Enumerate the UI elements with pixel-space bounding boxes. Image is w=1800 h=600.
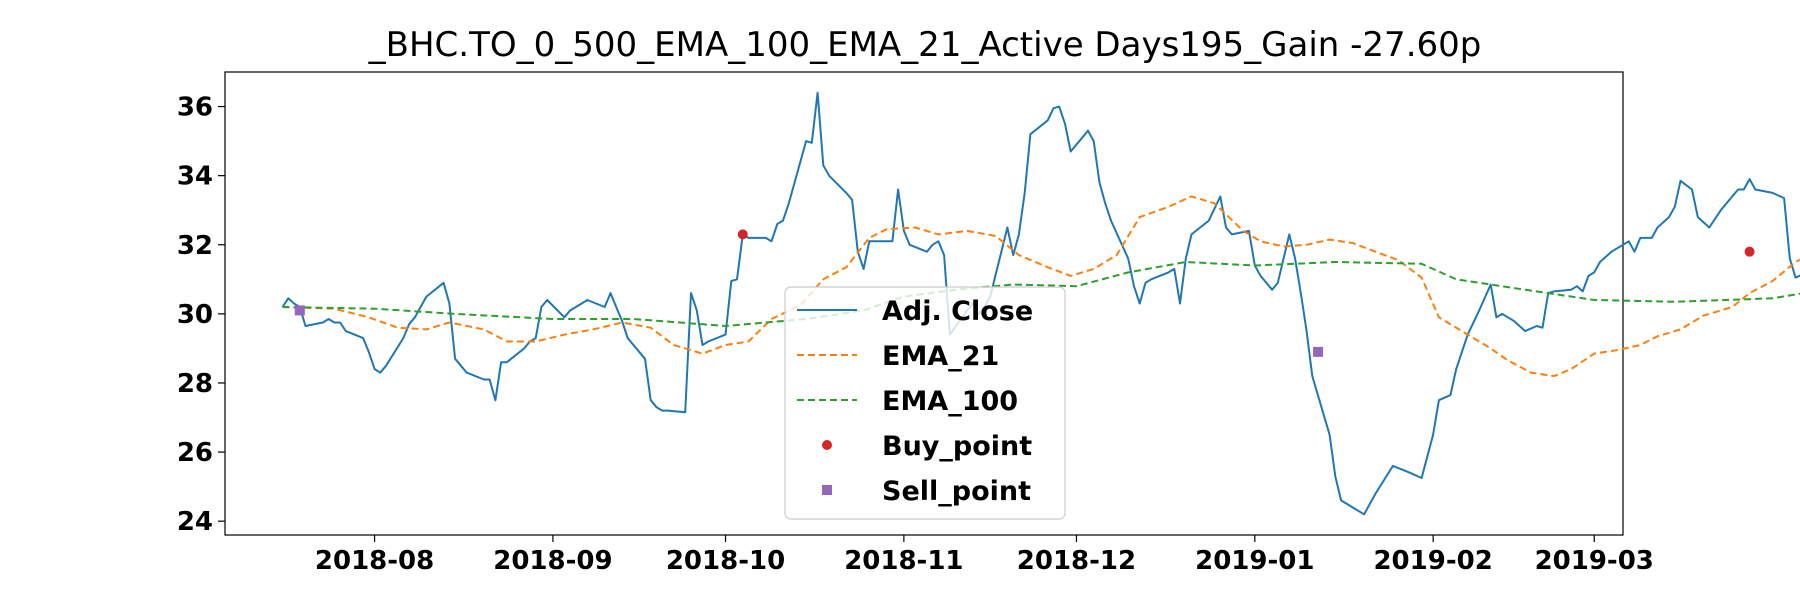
buy-point-marker (737, 229, 748, 240)
buy-point-marker (1744, 246, 1755, 257)
series-line-ema-100 (282, 261, 1800, 327)
y-tick-label: 28 (177, 369, 213, 399)
x-tick-label: 2018-08 (315, 546, 434, 576)
y-axis: 24 26 28 30 32 34 36 (177, 93, 225, 537)
legend-label: Sell_point (882, 476, 1031, 507)
x-axis: 2018-08 2018-09 2018-10 2018-11 2018-12 2019-… (315, 535, 1654, 576)
series-line-ema-21 (282, 195, 1800, 378)
sell-point-marker (1313, 346, 1324, 357)
legend-label: EMA_21 (882, 341, 999, 372)
y-tick-label: 32 (177, 231, 213, 261)
y-tick-label: 26 (177, 438, 213, 468)
axes-frame (224, 71, 1624, 536)
x-tick-label: 2019-03 (1535, 546, 1654, 576)
y-tick-label: 36 (177, 93, 213, 123)
series-line-adj-close (281, 91, 1800, 516)
legend-swatch (822, 440, 832, 450)
y-tick-label: 30 (177, 300, 213, 330)
legend-label: Adj. Close (882, 296, 1033, 327)
x-tick-label: 2018-12 (1017, 546, 1136, 576)
chart-title: _BHC.TO_0_500_EMA_100_EMA_21_Active Days… (368, 25, 1482, 65)
legend-label: EMA_100 (882, 386, 1018, 417)
x-tick-label: 2019-01 (1195, 546, 1314, 576)
series-layer (281, 91, 1800, 516)
legend: Adj. Close EMA_21 EMA_100 Buy_point Sell_poi… (784, 286, 1066, 520)
x-tick-label: 2018-10 (666, 546, 785, 576)
y-tick-label: 24 (177, 507, 213, 537)
legend-label: Buy_point (882, 431, 1032, 462)
legend-swatch (822, 485, 832, 495)
y-tick-label: 34 (177, 162, 213, 192)
x-tick-label: 2018-09 (493, 546, 612, 576)
sell-point-marker (294, 305, 305, 316)
legend-box (784, 286, 1066, 520)
x-tick-label: 2018-11 (844, 546, 963, 576)
x-tick-label: 2019-02 (1373, 546, 1492, 576)
